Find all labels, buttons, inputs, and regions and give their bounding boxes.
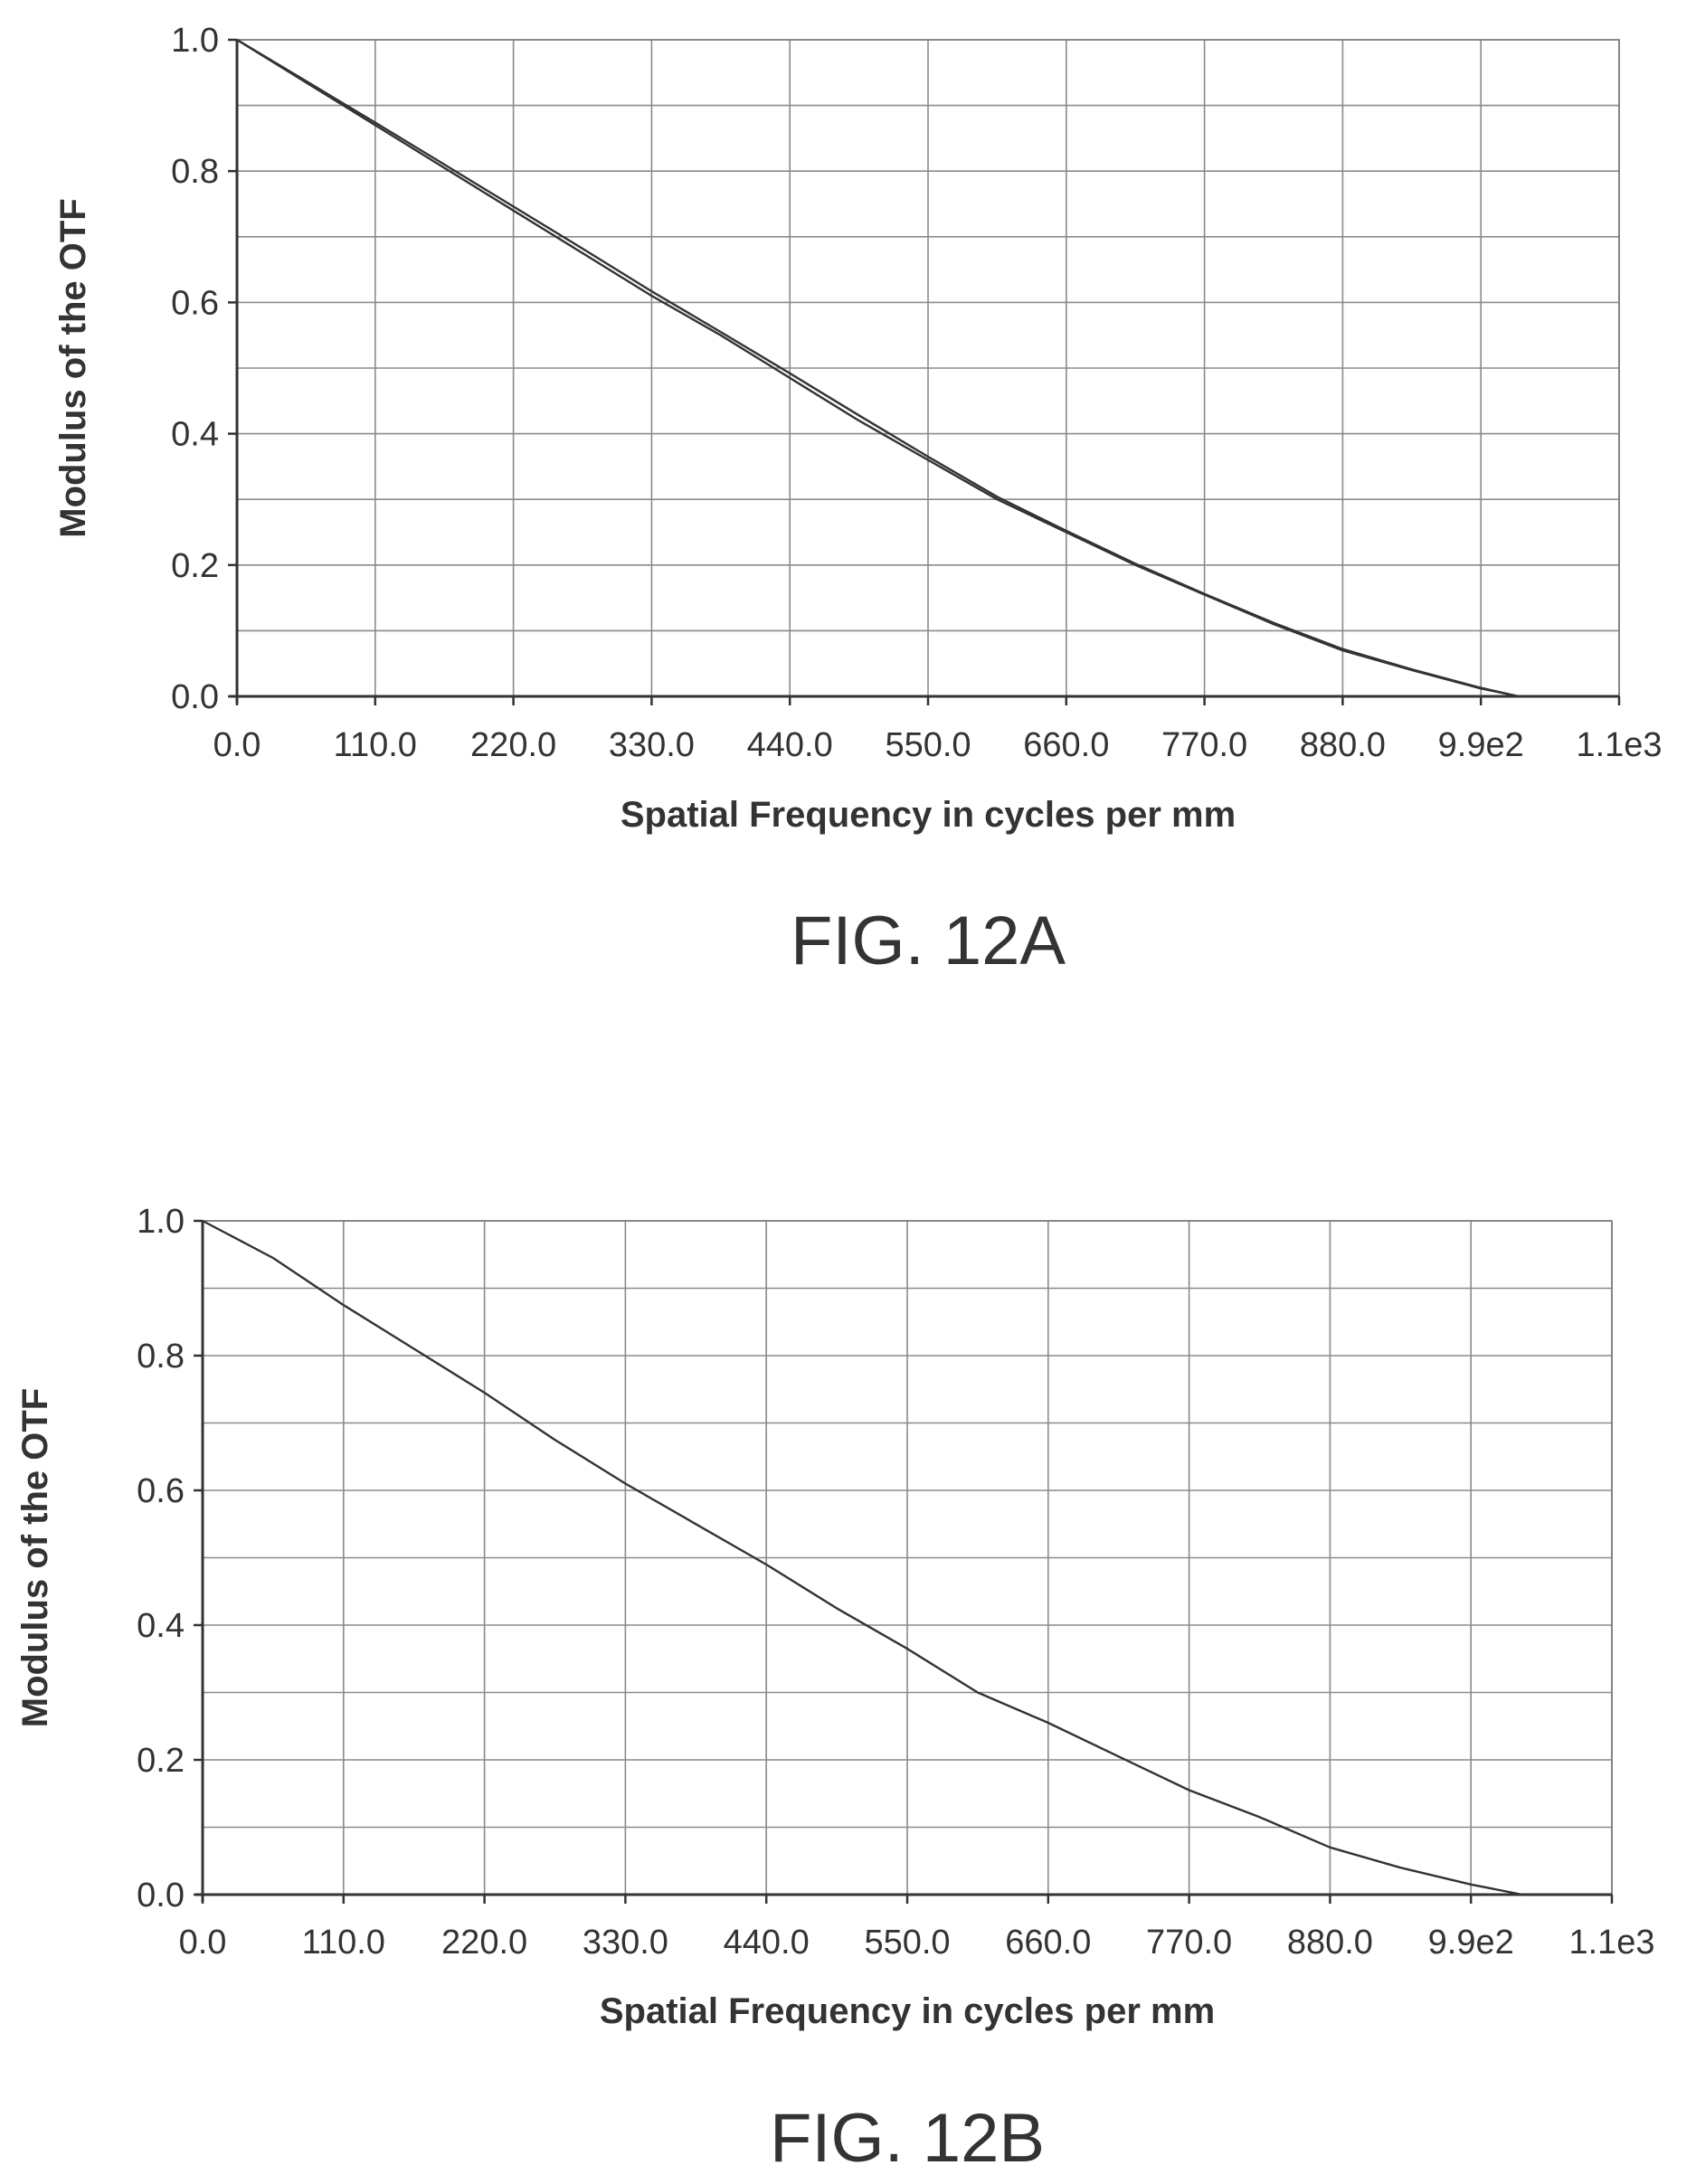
x-tick-label: 110.0 bbox=[334, 726, 417, 764]
chart-fig-12a: 0.0 110.0 220.0 330.0 440.0 550.0 660.0 770.0 88… bbox=[53, 22, 1663, 979]
x-tick-label: 9.9e2 bbox=[1438, 726, 1524, 764]
y-tick-label: 0.8 bbox=[171, 153, 219, 191]
y-axis-title: Modulus of the OTF bbox=[53, 198, 93, 538]
y-tick-label: 0.6 bbox=[137, 1472, 185, 1510]
y-tick-label: 0.2 bbox=[137, 1742, 185, 1780]
y-tick-label: 0.0 bbox=[171, 678, 219, 716]
y-tick-label: 0.0 bbox=[137, 1877, 185, 1915]
series-line-2 bbox=[236, 38, 1619, 698]
x-tick-label: 9.9e2 bbox=[1428, 1924, 1514, 1962]
y-tick-label: 1.0 bbox=[171, 22, 219, 60]
y-tick-label: 0.4 bbox=[137, 1607, 185, 1645]
x-tick-label: 1.1e3 bbox=[1576, 726, 1662, 764]
x-tick-label: 330.0 bbox=[583, 1924, 668, 1962]
x-tick-label: 770.0 bbox=[1146, 1924, 1232, 1962]
x-tick-label: 550.0 bbox=[864, 1924, 950, 1962]
x-tick-label: 880.0 bbox=[1287, 1924, 1373, 1962]
figure-label: FIG. 12A bbox=[791, 903, 1066, 979]
x-tick-label: 440.0 bbox=[747, 726, 833, 764]
x-tick-label: 330.0 bbox=[609, 726, 695, 764]
x-tick-label: 220.0 bbox=[441, 1924, 527, 1962]
x-tick-label: 220.0 bbox=[470, 726, 556, 764]
figure-label: FIG. 12B bbox=[770, 2100, 1045, 2177]
x-tick-label: 110.0 bbox=[302, 1924, 385, 1962]
x-tick-label: 880.0 bbox=[1300, 726, 1386, 764]
y-axis-title: Modulus of the OTF bbox=[15, 1388, 55, 1728]
x-tick-label: 1.1e3 bbox=[1568, 1924, 1654, 1962]
x-tick-label: 0.0 bbox=[179, 1924, 227, 1962]
x-tick-label: 660.0 bbox=[1023, 726, 1109, 764]
chart-fig-12b: 0.0 110.0 220.0 330.0 440.0 550.0 660.0 770.0 88… bbox=[15, 1203, 1655, 2177]
x-axis-title: Spatial Frequency in cycles per mm bbox=[621, 795, 1236, 835]
y-tick-label: 0.6 bbox=[171, 284, 219, 322]
y-tick-label: 0.2 bbox=[171, 547, 219, 585]
x-tick-label: 550.0 bbox=[885, 726, 971, 764]
x-tick-label: 0.0 bbox=[213, 726, 261, 764]
x-axis-title: Spatial Frequency in cycles per mm bbox=[600, 1991, 1215, 2031]
x-tick-label: 770.0 bbox=[1161, 726, 1247, 764]
y-tick-label: 1.0 bbox=[137, 1203, 185, 1241]
y-tick-label: 0.4 bbox=[171, 416, 219, 454]
series-line-1 bbox=[202, 1219, 1612, 1896]
x-tick-label: 440.0 bbox=[724, 1924, 810, 1962]
y-tick-label: 0.8 bbox=[137, 1338, 185, 1376]
x-tick-label: 660.0 bbox=[1005, 1924, 1091, 1962]
